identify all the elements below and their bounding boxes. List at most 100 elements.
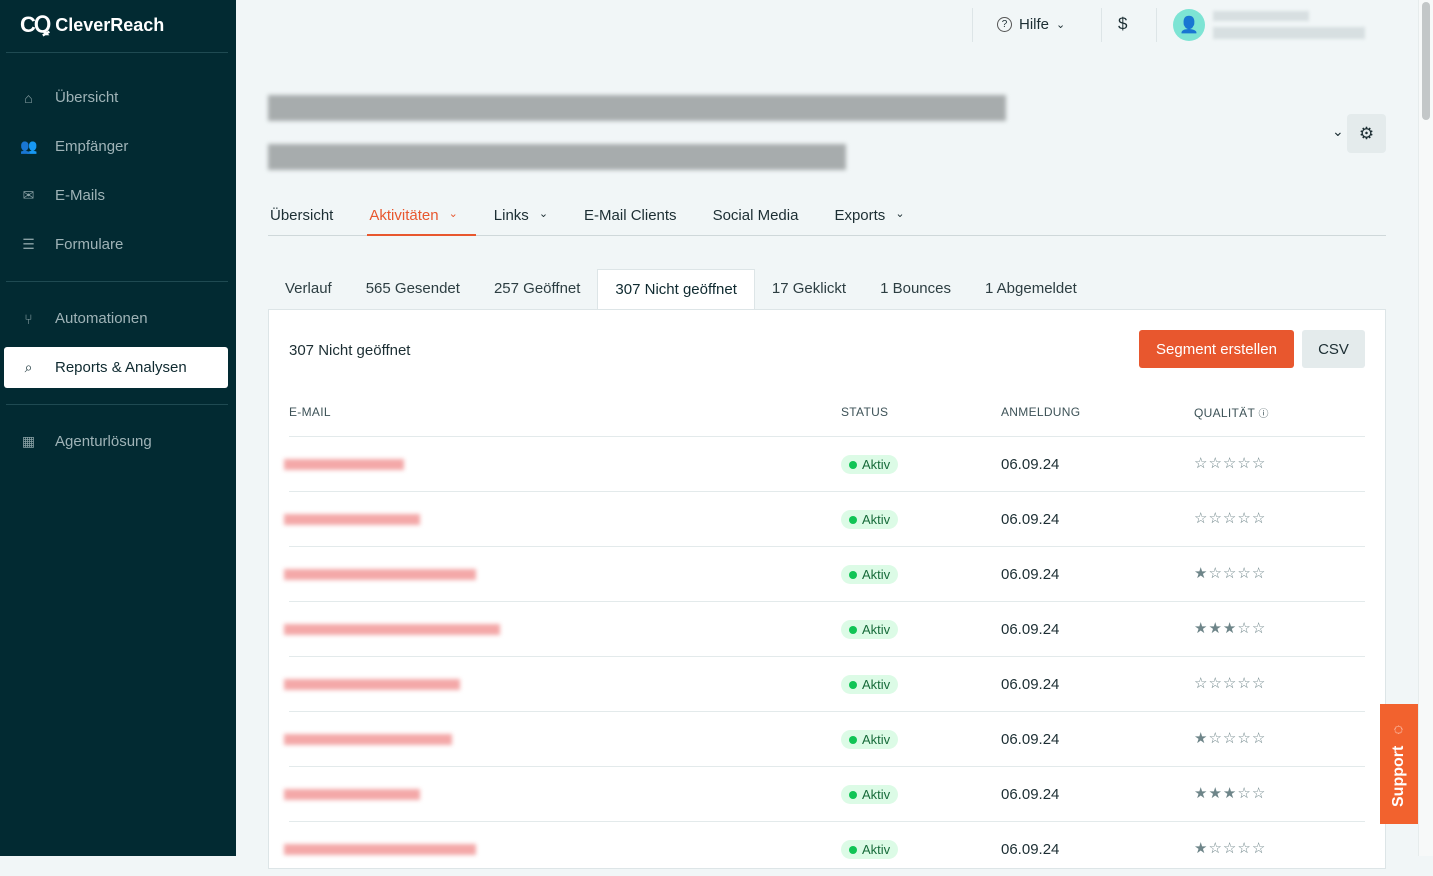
subtab[interactable]: 17 Geklickt	[771, 280, 847, 297]
tab-label: Links	[493, 207, 529, 224]
sidebar-item-formulare[interactable]: ☰ Formulare	[4, 224, 228, 265]
help-menu[interactable]: ? Hilfe ⌄	[997, 16, 1065, 33]
tab-label: Exports	[834, 207, 886, 224]
column-header-quality[interactable]: QUALITÄT ⓘ	[1194, 405, 1269, 420]
divider	[6, 52, 228, 53]
star-empty-icon: ☆	[1194, 675, 1209, 692]
subtab[interactable]: 257 Geöffnet	[493, 280, 581, 297]
star-empty-icon: ☆	[1222, 565, 1238, 582]
main-tabs: Übersicht Aktivitäten ⌄ Links ⌄ E-Mail Client…	[268, 196, 1386, 236]
status-badge: Aktiv	[841, 730, 899, 749]
star-filled-icon: ★	[1222, 785, 1238, 802]
tab-übersicht[interactable]: Übersicht	[268, 196, 351, 236]
tab-label: Social Media	[712, 207, 799, 224]
signup-date: 06.09.24	[1001, 621, 1060, 638]
star-empty-icon: ☆	[1251, 730, 1267, 747]
info-icon[interactable]: ⓘ	[1258, 409, 1269, 420]
star-empty-icon: ☆	[1237, 565, 1252, 582]
tab-links[interactable]: Links ⌄	[492, 196, 566, 236]
pricing-hand-coin-icon[interactable]: $	[1118, 14, 1128, 33]
subtab[interactable]: Verlauf	[285, 280, 332, 297]
divider	[6, 404, 228, 405]
chevron-down-icon: ⌄	[895, 208, 905, 220]
chevron-down-icon: ⌄	[538, 208, 549, 220]
status-label: Aktiv	[862, 677, 891, 692]
email-redacted[interactable]	[284, 514, 420, 525]
settings-button[interactable]: ⚙	[1347, 114, 1386, 153]
sidebar-item-label: Empfänger	[55, 138, 129, 155]
table-row[interactable]: Aktiv 06.09.24 ☆☆☆☆☆	[284, 491, 1365, 546]
sidebar-item-reports-analysen[interactable]: ⌕ Reports & Analysen	[4, 347, 228, 388]
support-button[interactable]: Support ◌	[1380, 704, 1418, 824]
star-filled-icon: ★	[1194, 620, 1209, 637]
sidebar-item-automationen[interactable]: ⑂ Automationen	[4, 298, 228, 339]
column-header-signup[interactable]: ANMELDUNG	[1001, 405, 1081, 419]
star-empty-icon: ☆	[1237, 675, 1252, 692]
email-redacted[interactable]	[284, 624, 500, 635]
divider	[972, 8, 973, 42]
email-redacted[interactable]	[284, 679, 460, 690]
tab-aktivitäten[interactable]: Aktivitäten ⌄	[367, 196, 476, 236]
create-segment-button[interactable]: Segment erstellen	[1139, 330, 1294, 368]
subtab[interactable]: 307 Nicht geöffnet	[597, 269, 755, 310]
chat-bubble-icon: ◌	[1390, 720, 1407, 738]
signup-date: 06.09.24	[1001, 566, 1060, 583]
status-badge: Aktiv	[841, 840, 899, 859]
tab-social-media[interactable]: Social Media	[711, 196, 817, 236]
activity-subtabs: Verlauf 565 Gesendet 257 Geöffnet 307 Nicht…	[268, 269, 1094, 310]
divider	[1101, 8, 1102, 42]
subtab[interactable]: 1 Bounces	[880, 280, 951, 297]
tab-exports[interactable]: Exports ⌄	[832, 196, 922, 236]
star-empty-icon: ☆	[1237, 455, 1252, 472]
status-badge: Aktiv	[841, 510, 899, 529]
quality-rating: ★☆☆☆☆	[1194, 564, 1266, 582]
column-header-status[interactable]: STATUS	[841, 405, 889, 419]
star-empty-icon: ☆	[1222, 455, 1238, 472]
scrollbar[interactable]	[1418, 0, 1433, 856]
status-label: Aktiv	[862, 567, 891, 582]
subtab[interactable]: 1 Abgemeldet	[985, 280, 1077, 297]
email-redacted[interactable]	[284, 789, 420, 800]
quality-rating: ★★★☆☆	[1194, 784, 1266, 802]
star-empty-icon: ☆	[1222, 510, 1238, 527]
status-badge: Aktiv	[841, 675, 899, 694]
table-row[interactable]: Aktiv 06.09.24 ★☆☆☆☆	[284, 821, 1365, 876]
tab-e-mail-clients[interactable]: E-Mail Clients	[582, 196, 695, 236]
sidebar-item-übersicht[interactable]: ⌂ Übersicht	[4, 77, 228, 118]
table-row[interactable]: Aktiv 06.09.24 ★☆☆☆☆	[284, 711, 1365, 766]
table-row[interactable]: Aktiv 06.09.24 ☆☆☆☆☆	[284, 656, 1365, 711]
column-header-email[interactable]: E-MAIL	[289, 405, 331, 419]
star-empty-icon: ☆	[1237, 785, 1252, 802]
sidebar-item-e-mails[interactable]: ✉ E-Mails	[4, 175, 228, 216]
scrollbar-thumb[interactable]	[1422, 2, 1430, 120]
page-subtitle-redacted	[268, 144, 846, 170]
avatar[interactable]: 👤	[1173, 9, 1205, 41]
table-row[interactable]: Aktiv 06.09.24 ☆☆☆☆☆	[284, 436, 1365, 491]
email-redacted[interactable]	[284, 734, 452, 745]
signup-date: 06.09.24	[1001, 841, 1060, 858]
building-icon: ▦	[21, 433, 36, 449]
help-icon: ?	[997, 17, 1012, 32]
star-empty-icon: ☆	[1251, 675, 1267, 692]
star-empty-icon: ☆	[1222, 730, 1238, 747]
email-redacted[interactable]	[284, 459, 404, 470]
logo[interactable]: CꝖ CleverReach	[20, 12, 164, 38]
star-empty-icon: ☆	[1237, 730, 1252, 747]
status-dot-icon	[849, 680, 857, 689]
star-empty-icon: ☆	[1194, 455, 1209, 472]
star-empty-icon: ☆	[1208, 510, 1223, 527]
chevron-down-icon[interactable]: ⌄	[1332, 123, 1344, 139]
brand-name: CleverReach	[55, 14, 165, 35]
email-redacted[interactable]	[284, 569, 476, 580]
sidebar-item-agenturlösung[interactable]: ▦ Agenturlösung	[4, 421, 228, 462]
status-dot-icon	[849, 570, 857, 579]
star-empty-icon: ☆	[1208, 730, 1223, 747]
chevron-down-icon: ⌄	[448, 208, 458, 220]
csv-export-button[interactable]: CSV	[1302, 330, 1365, 368]
table-row[interactable]: Aktiv 06.09.24 ★★★☆☆	[284, 766, 1365, 821]
email-redacted[interactable]	[284, 844, 476, 855]
subtab[interactable]: 565 Gesendet	[365, 280, 460, 297]
sidebar-item-empfänger[interactable]: 👥 Empfänger	[4, 126, 228, 167]
table-row[interactable]: Aktiv 06.09.24 ★★★☆☆	[284, 601, 1365, 656]
table-row[interactable]: Aktiv 06.09.24 ★☆☆☆☆	[284, 546, 1365, 601]
